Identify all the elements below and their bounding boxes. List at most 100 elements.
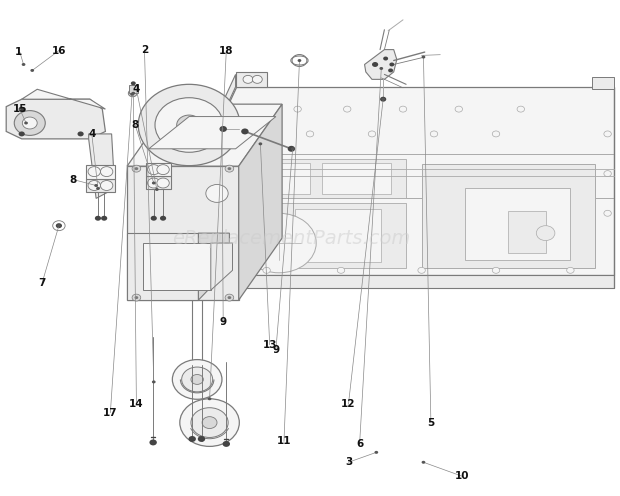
Circle shape: [131, 81, 136, 85]
Circle shape: [128, 90, 137, 97]
Polygon shape: [149, 117, 276, 149]
Circle shape: [492, 131, 500, 137]
Circle shape: [100, 181, 113, 190]
Circle shape: [219, 126, 227, 132]
Circle shape: [288, 146, 295, 152]
Circle shape: [138, 84, 240, 166]
Polygon shape: [245, 163, 310, 194]
Circle shape: [101, 216, 107, 221]
Polygon shape: [422, 164, 595, 268]
Text: 16: 16: [51, 46, 66, 56]
Polygon shape: [22, 89, 105, 109]
Text: 3: 3: [345, 457, 352, 467]
Circle shape: [259, 142, 262, 145]
Circle shape: [22, 117, 37, 129]
Polygon shape: [149, 87, 614, 275]
Circle shape: [422, 461, 425, 464]
Circle shape: [100, 167, 113, 177]
Circle shape: [263, 208, 270, 214]
Circle shape: [422, 56, 425, 59]
Circle shape: [604, 131, 611, 137]
Text: 6: 6: [356, 439, 363, 449]
Circle shape: [157, 178, 169, 188]
Text: eReplacementParts.com: eReplacementParts.com: [172, 229, 410, 248]
Text: 18: 18: [219, 46, 234, 56]
Polygon shape: [508, 211, 546, 253]
Polygon shape: [143, 243, 211, 290]
Text: 7: 7: [38, 278, 46, 288]
Circle shape: [291, 147, 294, 150]
Circle shape: [430, 131, 438, 137]
Circle shape: [19, 131, 25, 136]
Circle shape: [183, 120, 195, 130]
Circle shape: [155, 188, 159, 191]
Circle shape: [388, 68, 393, 72]
Circle shape: [343, 106, 351, 112]
Circle shape: [220, 127, 224, 130]
Polygon shape: [239, 104, 282, 300]
Circle shape: [131, 92, 135, 95]
Polygon shape: [129, 85, 138, 93]
Circle shape: [132, 165, 141, 172]
Circle shape: [130, 93, 134, 96]
Circle shape: [177, 115, 202, 135]
Text: 4: 4: [88, 129, 95, 139]
Text: 9: 9: [272, 345, 280, 355]
Circle shape: [155, 98, 223, 152]
Circle shape: [263, 131, 270, 137]
Circle shape: [492, 267, 500, 273]
Circle shape: [88, 167, 100, 177]
Polygon shape: [365, 50, 397, 79]
Text: 13: 13: [262, 340, 277, 350]
Polygon shape: [267, 203, 406, 268]
Text: 8: 8: [69, 175, 77, 185]
Text: 14: 14: [129, 399, 144, 409]
Polygon shape: [6, 99, 105, 139]
Text: 8: 8: [131, 120, 139, 130]
Circle shape: [152, 380, 156, 383]
Polygon shape: [198, 233, 229, 300]
Circle shape: [380, 97, 386, 102]
Circle shape: [536, 226, 555, 241]
Circle shape: [135, 167, 138, 170]
Circle shape: [157, 165, 169, 175]
Circle shape: [298, 59, 301, 62]
Polygon shape: [245, 159, 406, 198]
Circle shape: [252, 75, 262, 83]
Polygon shape: [86, 179, 115, 192]
Polygon shape: [149, 275, 614, 288]
Polygon shape: [127, 166, 239, 300]
Circle shape: [294, 106, 301, 112]
Circle shape: [208, 397, 211, 400]
Circle shape: [604, 171, 611, 177]
Circle shape: [455, 106, 463, 112]
Polygon shape: [465, 188, 570, 260]
Polygon shape: [294, 209, 381, 262]
Circle shape: [389, 62, 394, 66]
Circle shape: [517, 106, 525, 112]
Circle shape: [383, 57, 388, 61]
Circle shape: [57, 224, 61, 227]
Circle shape: [88, 181, 100, 190]
Circle shape: [198, 436, 205, 442]
Circle shape: [132, 294, 141, 301]
Polygon shape: [592, 77, 614, 89]
Circle shape: [418, 267, 425, 273]
Circle shape: [374, 451, 378, 454]
Circle shape: [149, 439, 157, 445]
Circle shape: [19, 107, 25, 112]
Text: 12: 12: [341, 399, 356, 409]
Text: 5: 5: [427, 418, 435, 428]
Circle shape: [152, 182, 156, 185]
Text: 1: 1: [15, 47, 22, 57]
Polygon shape: [86, 165, 115, 179]
Circle shape: [228, 167, 231, 170]
Circle shape: [399, 106, 407, 112]
Circle shape: [379, 67, 383, 70]
Polygon shape: [236, 72, 267, 87]
Circle shape: [225, 294, 234, 301]
Text: 17: 17: [103, 408, 118, 418]
Text: 11: 11: [277, 436, 291, 446]
Circle shape: [94, 184, 98, 187]
Polygon shape: [211, 243, 232, 290]
